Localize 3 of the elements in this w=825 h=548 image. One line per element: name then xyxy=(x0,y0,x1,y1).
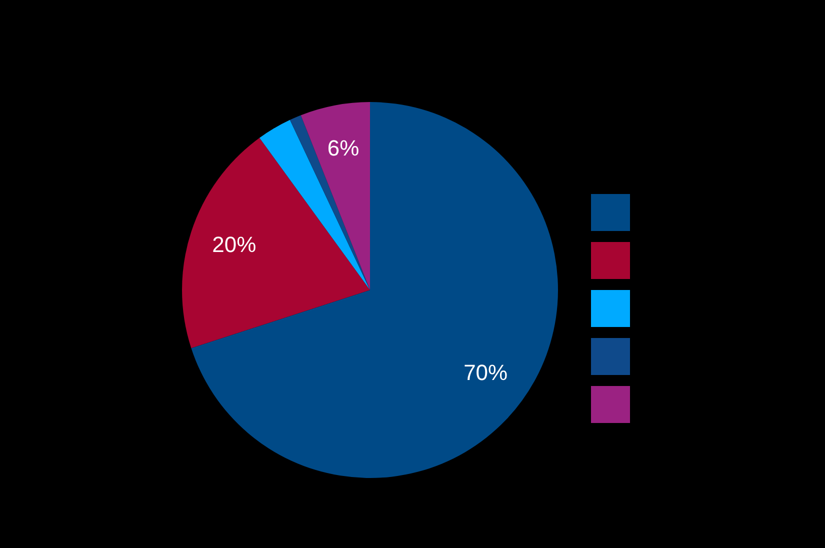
data-label: 20% xyxy=(212,232,256,257)
data-label: 6% xyxy=(327,136,360,161)
data-label: 70% xyxy=(464,360,508,386)
